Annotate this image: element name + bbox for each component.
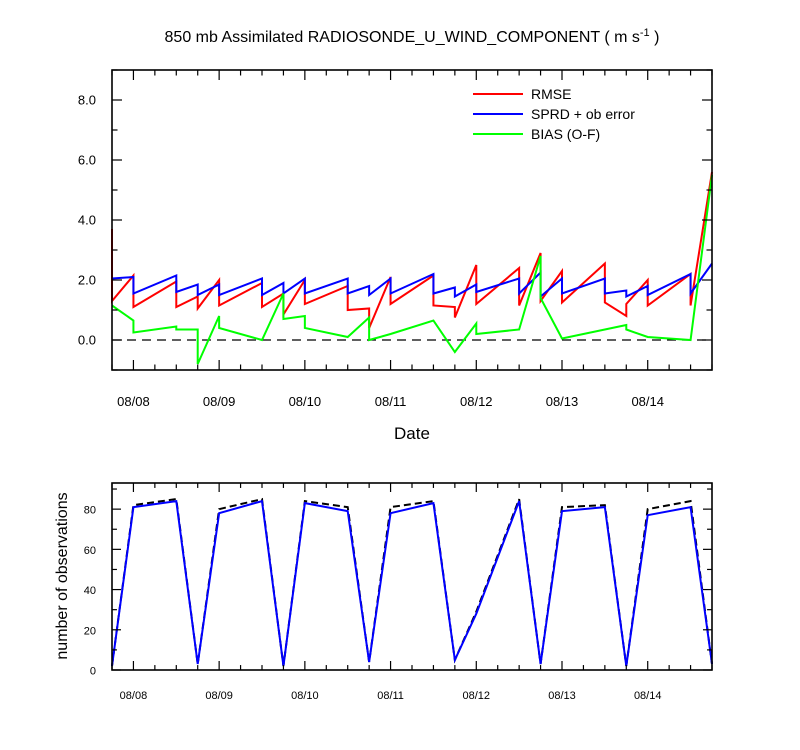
y-tick-label: 80	[84, 505, 96, 517]
x-axis-label: Date	[394, 424, 430, 443]
x-tick-label: 08/11	[375, 394, 407, 409]
y-tick-label: 4.0	[78, 213, 96, 228]
x-tick-label: 08/11	[377, 690, 404, 702]
x-tick-label: 08/13	[548, 690, 576, 702]
chart-title-superscript: -1	[640, 27, 650, 39]
observation-count-chart: 08/08 08/09 08/10 08/11 08/12 08/13 08/14 0 20 40…	[54, 482, 713, 702]
y-tick-label: 0.0	[78, 333, 96, 348]
series-line-bias-o-f	[111, 174, 713, 365]
legend-label: SPRD + ob error	[531, 106, 635, 122]
x-tick-label: 08/10	[289, 394, 322, 409]
y-axis-label: number of observations	[54, 492, 71, 659]
y-tick-label: 2.0	[78, 273, 96, 288]
x-tick-label: 08/09	[203, 394, 236, 409]
x-tick-label: 08/08	[117, 394, 150, 409]
y-tick-label: 60	[84, 545, 96, 557]
y-tick-label: 20	[84, 625, 96, 637]
y-tick-label: 0	[90, 666, 96, 678]
x-tick-label: 08/12	[460, 394, 493, 409]
x-tick-label: 08/10	[291, 690, 319, 702]
legend: RMSE SPRD + ob error BIAS (O-F)	[473, 86, 635, 142]
y-tick-label: 40	[84, 585, 96, 597]
legend-label: RMSE	[531, 86, 571, 102]
x-tick-label: 08/14	[634, 690, 662, 702]
series-line-sprd-ob-error	[111, 262, 713, 299]
x-tick-label: 08/14	[631, 394, 664, 409]
x-tick-label: 08/12	[463, 690, 491, 702]
series-line-rmse	[111, 171, 713, 329]
y-tick-label: 8.0	[78, 93, 96, 108]
series-line-assimilated	[111, 499, 713, 667]
legend-label: BIAS (O-F)	[531, 126, 600, 142]
plot-frame-top	[111, 69, 713, 371]
x-tick-label: 08/13	[546, 394, 579, 409]
chart-title: 850 mb Assimilated RADIOSONDE_U_WIND_COM…	[165, 27, 660, 46]
rmse-sprd-bias-chart: 850 mb Assimilated RADIOSONDE_U_WIND_COM…	[78, 27, 713, 443]
plot-frame-bottom	[111, 482, 713, 671]
x-tick-label: 08/09	[205, 690, 233, 702]
x-tick-label: 08/08	[120, 690, 148, 702]
chart-title-end: )	[650, 29, 660, 46]
chart-title-main: 850 mb Assimilated RADIOSONDE_U_WIND_COM…	[165, 29, 640, 46]
y-tick-label: 6.0	[78, 153, 96, 168]
